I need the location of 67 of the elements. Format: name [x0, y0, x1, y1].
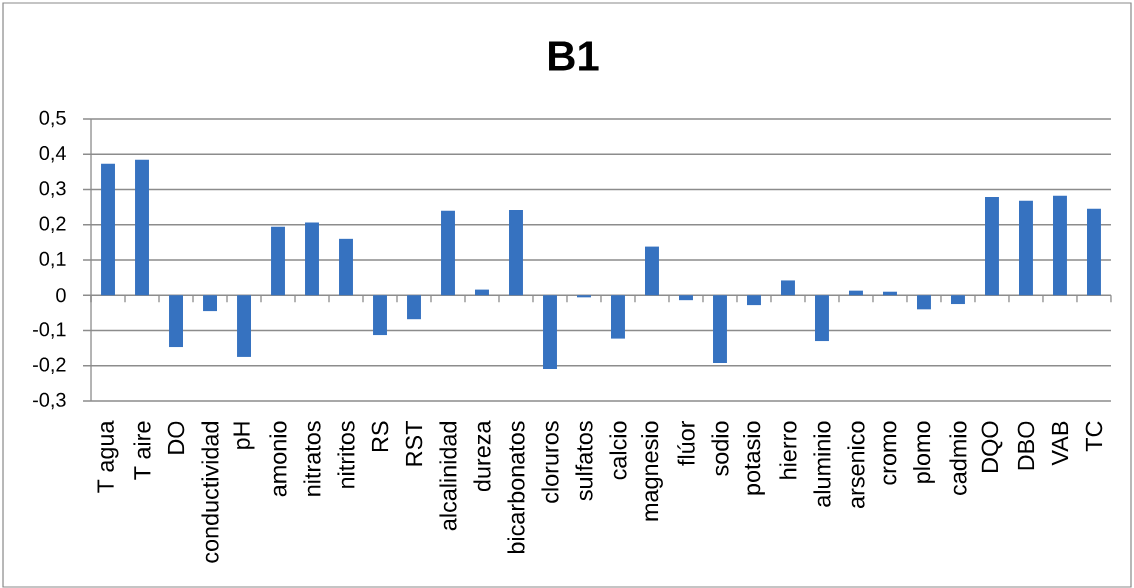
x-tick-label: magnesio — [641, 421, 663, 521]
bar — [441, 210, 455, 296]
bar — [509, 209, 523, 296]
x-tick-label: plomo — [913, 421, 935, 483]
x-tick-label: cadmio — [949, 421, 967, 495]
y-tick-label: -0,2 — [33, 357, 66, 374]
bar — [543, 295, 557, 369]
bar — [407, 295, 421, 320]
x-tick-label: conductividad — [201, 422, 219, 563]
x-tick-label: amonio — [269, 421, 287, 497]
x-tick-label: sodio — [711, 421, 729, 476]
y-tick-label: -0,1 — [33, 322, 66, 339]
bar — [679, 295, 693, 301]
bar — [781, 280, 795, 296]
x-tick-label: potasio — [743, 421, 765, 495]
bar — [815, 295, 829, 342]
x-tick-label: aluminio — [813, 421, 831, 507]
x-tick-label: pH — [233, 422, 255, 449]
y-tick-label: 0,2 — [39, 216, 66, 233]
x-tick-label: sulfatos — [575, 421, 593, 501]
x-tick-label: VAB — [1051, 421, 1069, 466]
bar — [203, 295, 217, 312]
x-tick-label: RST — [405, 421, 423, 466]
bar — [237, 295, 251, 357]
x-tick-label: nitratos — [303, 421, 321, 496]
y-tick-label: 0,1 — [39, 251, 66, 269]
bar — [169, 295, 183, 348]
x-tick-label: bicarbonatos — [507, 421, 525, 554]
x-tick-label: RS — [371, 421, 389, 452]
x-tick-label: calcio — [609, 421, 627, 480]
bar — [951, 295, 965, 305]
x-tick-label: dureza — [473, 420, 491, 492]
bar — [101, 163, 115, 296]
bar — [1019, 200, 1033, 296]
bar — [1087, 208, 1101, 296]
y-tick-label: 0 — [56, 288, 66, 303]
x-tick-label: DQO — [981, 421, 1003, 472]
bar — [339, 238, 353, 296]
x-tick-label: T aire — [133, 421, 151, 480]
bar — [577, 295, 591, 298]
bar — [917, 295, 931, 310]
x-tick-label: flúor — [677, 420, 695, 466]
bar — [611, 295, 625, 339]
bar — [1053, 195, 1067, 296]
y-tick-label: 0,3 — [39, 181, 66, 198]
bar — [135, 159, 149, 296]
chart-title: B1 — [549, 41, 599, 71]
x-tick-label: cloruros — [541, 421, 559, 503]
bar — [747, 295, 761, 306]
x-tick-label: T agua — [97, 420, 119, 493]
x-tick-label: alcalinidad — [439, 422, 457, 531]
bar — [645, 246, 659, 296]
x-tick-label: arsenico — [847, 421, 865, 508]
x-tick-label: cromo — [883, 421, 897, 485]
y-tick-label: 0,5 — [39, 110, 66, 128]
bar — [713, 295, 727, 363]
x-tick-label: hierro — [779, 421, 797, 479]
x-tick-label: DBO — [1017, 421, 1035, 470]
bar — [271, 226, 285, 296]
x-tick-label: TC — [1085, 421, 1103, 452]
bar — [373, 295, 387, 336]
bar — [985, 196, 999, 296]
y-tick-label: -0,3 — [33, 392, 66, 410]
y-tick-label: 0,4 — [39, 146, 66, 163]
x-tick-label: DO — [167, 421, 185, 454]
bar — [305, 222, 319, 296]
x-tick-label: nitritos — [337, 421, 355, 488]
